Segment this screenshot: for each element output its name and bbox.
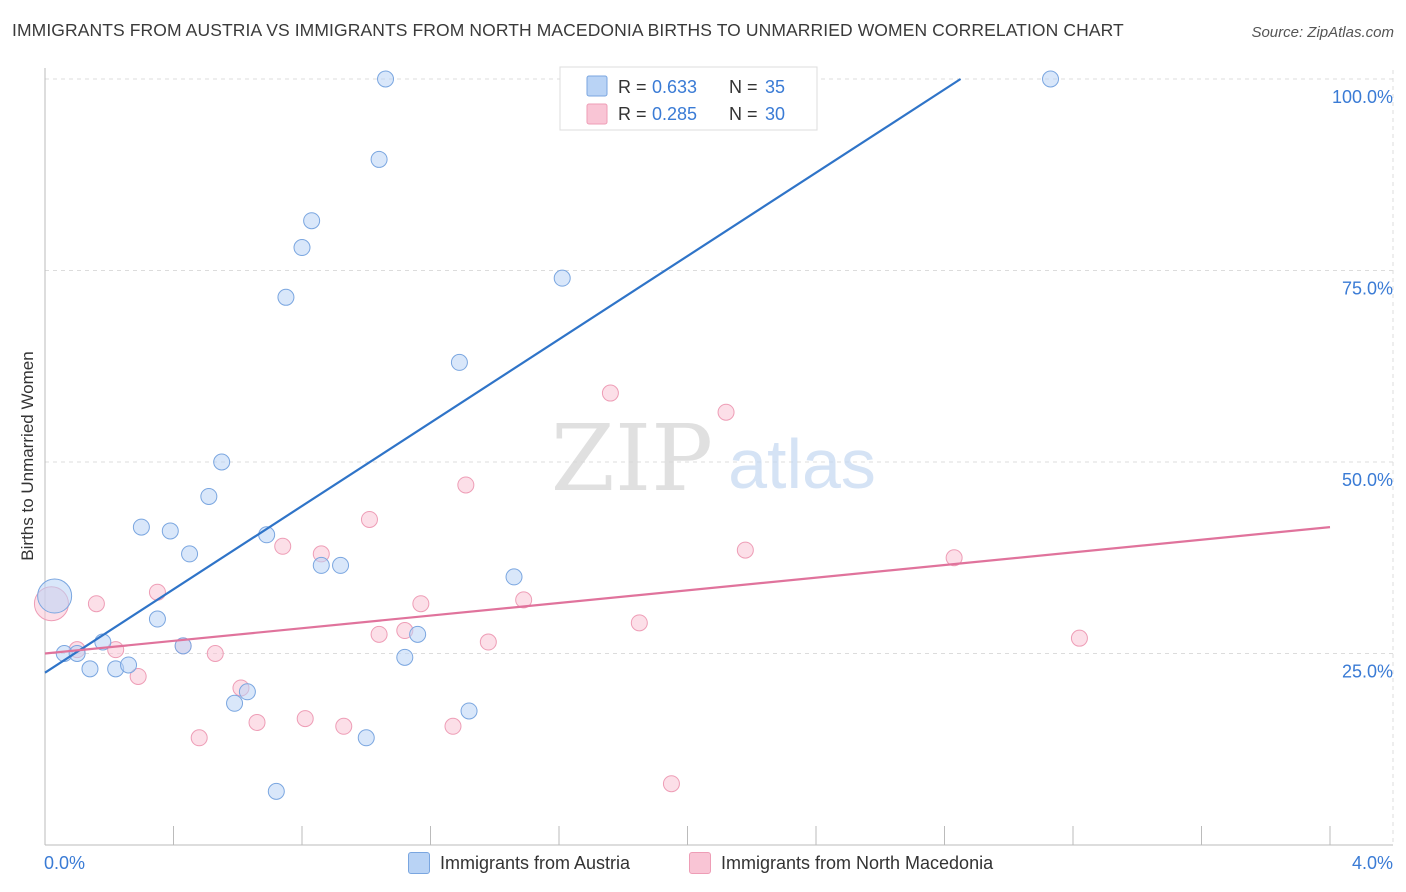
series-legend: Immigrants from Austria Immigrants from … <box>0 852 1406 878</box>
data-point-austria <box>370 150 388 168</box>
data-point-macedonia <box>662 775 680 793</box>
points-layer <box>33 70 1088 800</box>
data-point-austria <box>267 782 285 800</box>
data-point-macedonia <box>335 717 353 735</box>
legend-label-macedonia: Immigrants from North Macedonia <box>721 852 994 873</box>
data-point-macedonia <box>206 645 224 662</box>
data-point-macedonia <box>444 717 462 735</box>
chart-source: Source: ZipAtlas.com <box>1251 24 1394 41</box>
legend-swatch-macedonia <box>689 852 711 874</box>
trend-line-austria <box>44 78 962 674</box>
legend-r-label: R = <box>618 104 647 124</box>
data-point-austria <box>277 288 295 306</box>
data-point-austria <box>120 656 138 674</box>
data-point-macedonia <box>360 510 378 528</box>
y-tick-label: 100.0% <box>1332 87 1393 107</box>
watermark-zip: ZIP <box>551 405 713 512</box>
data-point-austria <box>161 522 179 540</box>
legend-swatch-austria <box>408 852 430 874</box>
data-point-macedonia <box>479 633 497 651</box>
data-point-austria <box>37 578 73 614</box>
data-point-austria <box>213 453 231 471</box>
x-tick-label: 4.0% <box>1352 853 1393 873</box>
tick-label-layer: 25.0% 50.0% 75.0% 100.0% 0.0% 4.0% <box>44 87 1393 873</box>
legend-r-value: 0.633 <box>652 77 697 97</box>
data-point-macedonia <box>248 713 266 731</box>
y-tick-label: 25.0% <box>1342 662 1393 682</box>
legend-n-label: N = <box>729 77 758 97</box>
grid-layer <box>45 70 1394 845</box>
chart-title: IMMIGRANTS FROM AUSTRIA VS IMMIGRANTS FR… <box>12 20 1124 40</box>
data-point-macedonia <box>370 625 388 643</box>
data-point-austria <box>81 660 99 678</box>
data-point-austria <box>332 556 350 574</box>
data-point-austria <box>553 269 571 287</box>
axis-layer <box>44 68 1393 846</box>
data-point-macedonia <box>601 384 619 402</box>
data-point-austria <box>377 70 395 88</box>
data-point-austria <box>238 683 256 701</box>
data-point-austria <box>181 545 199 563</box>
data-point-austria <box>1042 70 1060 88</box>
data-point-macedonia <box>190 729 208 747</box>
legend-n-value: 30 <box>765 104 785 124</box>
legend-label-austria: Immigrants from Austria <box>440 852 631 873</box>
data-point-macedonia <box>515 591 533 609</box>
x-tick-label: 0.0% <box>44 853 85 873</box>
data-point-austria <box>396 648 414 666</box>
data-point-austria <box>303 212 321 230</box>
trend-layer <box>44 78 1331 674</box>
watermark-atlas: atlas <box>728 425 876 503</box>
y-tick-label: 50.0% <box>1342 470 1393 490</box>
data-point-macedonia <box>296 710 314 728</box>
data-point-austria <box>505 568 523 586</box>
data-point-macedonia <box>274 537 292 555</box>
data-point-austria <box>200 487 218 505</box>
legend-item-austria: Immigrants from Austria <box>408 852 630 874</box>
legend-item-macedonia: Immigrants from North Macedonia <box>689 852 993 874</box>
data-point-austria <box>357 729 375 747</box>
data-point-macedonia <box>736 541 754 559</box>
data-point-macedonia <box>717 403 735 421</box>
legend-box: R = 0.633 N = 35 R = 0.285 N = 30 <box>559 66 818 131</box>
y-tick-label: 75.0% <box>1342 279 1393 299</box>
data-point-macedonia <box>1070 629 1088 647</box>
legend-swatch-macedonia <box>586 103 608 125</box>
data-point-austria <box>460 702 478 720</box>
data-point-austria <box>450 353 468 371</box>
data-point-macedonia <box>412 595 430 613</box>
data-point-austria <box>409 625 427 643</box>
legend-swatch-austria <box>586 75 608 97</box>
data-point-macedonia <box>457 476 475 494</box>
data-point-austria <box>148 610 166 628</box>
legend-n-value: 35 <box>765 77 785 97</box>
data-point-macedonia <box>945 549 963 567</box>
data-point-macedonia <box>129 667 147 685</box>
trend-line-macedonia <box>44 526 1331 655</box>
data-point-austria <box>226 694 244 712</box>
data-point-austria <box>174 637 192 655</box>
data-point-macedonia <box>630 614 648 632</box>
data-point-macedonia <box>148 583 166 601</box>
data-point-austria <box>132 518 150 536</box>
legend-r-value: 0.285 <box>652 104 697 124</box>
data-point-austria <box>312 556 330 574</box>
legend-n-label: N = <box>729 104 758 124</box>
data-point-macedonia <box>87 595 105 613</box>
data-point-austria <box>293 239 311 257</box>
legend-r-label: R = <box>618 77 647 97</box>
